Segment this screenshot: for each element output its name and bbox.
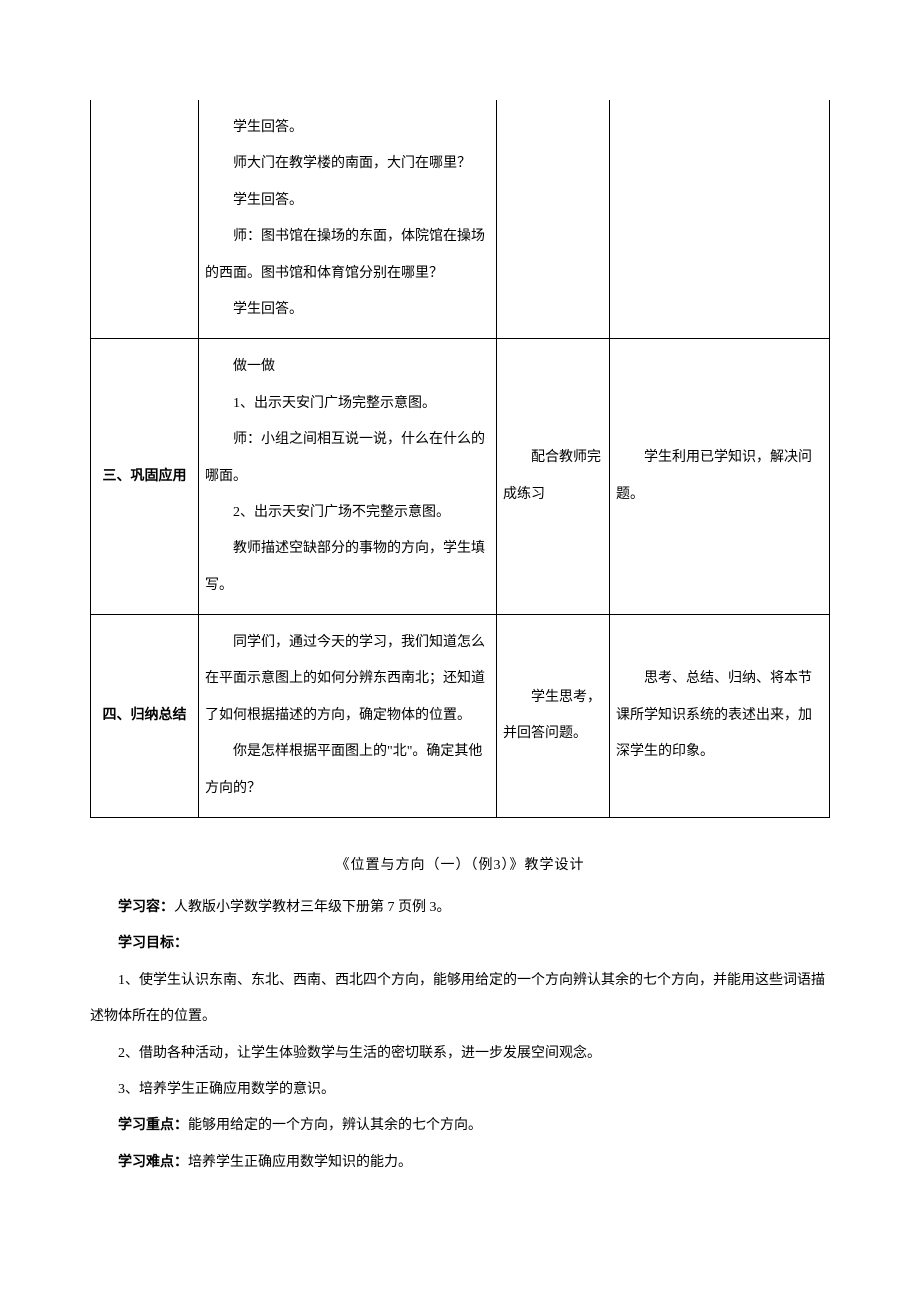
intent-cell <box>610 100 830 339</box>
text: 人教版小学数学教材三年级下册第 7 页例 3。 <box>174 900 451 915</box>
line: 学生利用已学知识，解决问题。 <box>616 440 823 513</box>
table-row: 三、巩固应用 做一做 1、出示天安门广场完整示意图。 师：小组之间相互说一说，什… <box>91 339 830 615</box>
paragraph: 2、借助各种活动，让学生体验数学与生活的密切联系，进一步发展空间观念。 <box>90 1036 830 1072</box>
line: 2、出示天安门广场不完整示意图。 <box>205 495 490 531</box>
line: 学生回答。 <box>205 292 490 328</box>
paragraph: 1、使学生认识东南、东北、西南、西北四个方向，能够用给定的一个方向辨认其余的七个… <box>90 963 830 1036</box>
line: 教师描述空缺部分的事物的方向，学生填写。 <box>205 531 490 604</box>
student-activity-cell: 配合教师完成练习 <box>497 339 610 615</box>
section-title: 《位置与方向（一）（例3）》教学设计 <box>90 854 830 874</box>
intent-cell: 学生利用已学知识，解决问题。 <box>610 339 830 615</box>
line: 师：小组之间相互说一说，什么在什么的哪面。 <box>205 422 490 495</box>
stage-cell: 三、巩固应用 <box>91 339 199 615</box>
line: 1、出示天安门广场完整示意图。 <box>205 386 490 422</box>
document-page: 学生回答。 师大门在教学楼的南面，大门在哪里？ 学生回答。 师：图书馆在操场的东… <box>0 0 920 1241</box>
label: 学习重点： <box>118 1118 188 1133</box>
text: 能够用给定的一个方向，辨认其余的七个方向。 <box>188 1118 482 1133</box>
line: 配合教师完成练习 <box>503 440 603 513</box>
line: 师：图书馆在操场的东面，体院馆在操场的西面。图书馆和体育馆分别在哪里？ <box>205 219 490 292</box>
paragraph: 学习难点：培养学生正确应用数学知识的能力。 <box>90 1145 830 1181</box>
line: 学生回答。 <box>205 110 490 146</box>
paragraph: 学习重点：能够用给定的一个方向，辨认其余的七个方向。 <box>90 1108 830 1144</box>
teacher-activity-cell: 做一做 1、出示天安门广场完整示意图。 师：小组之间相互说一说，什么在什么的哪面… <box>199 339 497 615</box>
lesson-table: 学生回答。 师大门在教学楼的南面，大门在哪里？ 学生回答。 师：图书馆在操场的东… <box>90 100 830 818</box>
paragraph: 学习目标： <box>90 926 830 962</box>
student-activity-cell <box>497 100 610 339</box>
line: 学生回答。 <box>205 183 490 219</box>
label: 学习难点： <box>118 1155 188 1170</box>
text: 培养学生正确应用数学知识的能力。 <box>188 1155 412 1170</box>
line: 做一做 <box>205 349 490 385</box>
stage-cell <box>91 100 199 339</box>
stage-cell: 四、归纳总结 <box>91 615 199 818</box>
teacher-activity-cell: 学生回答。 师大门在教学楼的南面，大门在哪里？ 学生回答。 师：图书馆在操场的东… <box>199 100 497 339</box>
line: 思考、总结、归纳、将本节课所学知识系统的表述出来，加深学生的印象。 <box>616 661 823 770</box>
line: 同学们，通过今天的学习，我们知道怎么在平面示意图上的如何分辨东西南北；还知道了如… <box>205 625 490 734</box>
intent-cell: 思考、总结、归纳、将本节课所学知识系统的表述出来，加深学生的印象。 <box>610 615 830 818</box>
table-row: 四、归纳总结 同学们，通过今天的学习，我们知道怎么在平面示意图上的如何分辨东西南… <box>91 615 830 818</box>
line: 你是怎样根据平面图上的"北"。确定其他方向的？ <box>205 734 490 807</box>
label: 学习容： <box>118 900 174 915</box>
line: 师大门在教学楼的南面，大门在哪里？ <box>205 146 490 182</box>
student-activity-cell: 学生思考，并回答问题。 <box>497 615 610 818</box>
paragraph: 学习容：人教版小学数学教材三年级下册第 7 页例 3。 <box>90 890 830 926</box>
teacher-activity-cell: 同学们，通过今天的学习，我们知道怎么在平面示意图上的如何分辨东西南北；还知道了如… <box>199 615 497 818</box>
line: 学生思考，并回答问题。 <box>503 680 603 753</box>
label: 学习目标： <box>118 936 188 951</box>
table-row: 学生回答。 师大门在教学楼的南面，大门在哪里？ 学生回答。 师：图书馆在操场的东… <box>91 100 830 339</box>
paragraph: 3、培养学生正确应用数学的意识。 <box>90 1072 830 1108</box>
